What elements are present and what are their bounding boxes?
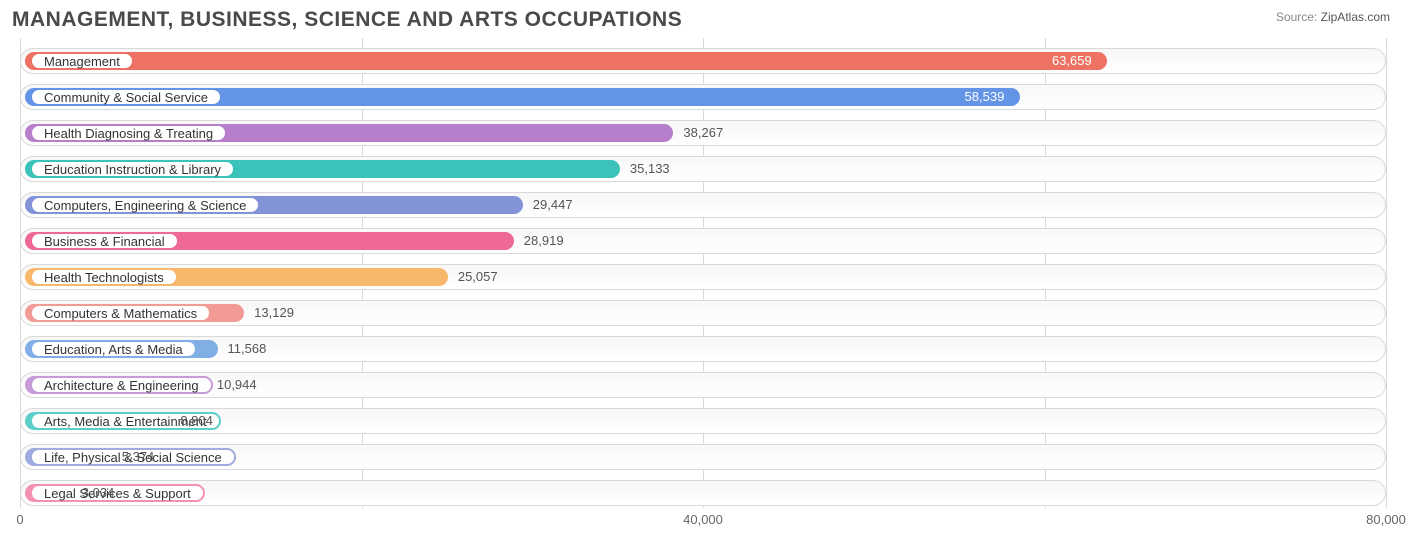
bar-row: Computers, Engineering & Science 29,447 (20, 190, 1386, 220)
value-label: 63,659 (1052, 53, 1092, 68)
bar-track (20, 336, 1386, 362)
value-label: 35,133 (630, 161, 670, 176)
category-pill: Architecture & Engineering (30, 376, 213, 394)
plot-region: Management 63,659 Community & Social Servi… (20, 38, 1386, 508)
bar-row: Education Instruction & Library 35,133 (20, 154, 1386, 184)
bar-row: Community & Social Service 58,539 (20, 82, 1386, 112)
category-pill: Health Diagnosing & Treating (30, 124, 227, 142)
category-pill: Legal Services & Support (30, 484, 205, 502)
category-pill: Management (30, 52, 134, 70)
value-label: 28,919 (524, 233, 564, 248)
x-tick-label: 80,000 (1366, 512, 1406, 527)
bar-track (20, 480, 1386, 506)
source-label: Source: (1276, 10, 1317, 24)
x-tick-label: 0 (16, 512, 23, 527)
value-label: 11,568 (228, 341, 267, 356)
source-site: ZipAtlas.com (1321, 10, 1390, 24)
x-tick-label: 40,000 (683, 512, 723, 527)
x-axis: 040,00080,000 (20, 512, 1386, 532)
value-label: 29,447 (533, 197, 573, 212)
category-pill: Education Instruction & Library (30, 160, 235, 178)
category-pill: Business & Financial (30, 232, 179, 250)
bar-row: Legal Services & Support3,034 (20, 478, 1386, 508)
source-attribution: Source: ZipAtlas.com (1276, 10, 1390, 24)
category-pill: Community & Social Service (30, 88, 222, 106)
category-pill: Health Technologists (30, 268, 178, 286)
bar-track (20, 408, 1386, 434)
value-label: 58,539 (965, 89, 1005, 104)
category-pill: Education, Arts & Media (30, 340, 197, 358)
value-label: 38,267 (683, 125, 723, 140)
value-label: 13,129 (254, 305, 294, 320)
chart-header: MANAGEMENT, BUSINESS, SCIENCE AND ARTS O… (10, 8, 1396, 38)
value-label: 25,057 (458, 269, 498, 284)
bar-row: Education, Arts & Media 11,568 (20, 334, 1386, 364)
bar-row: Management 63,659 (20, 46, 1386, 76)
chart-title: MANAGEMENT, BUSINESS, SCIENCE AND ARTS O… (12, 8, 682, 32)
value-label: 10,944 (217, 377, 257, 392)
value-label: 8,804 (180, 413, 213, 428)
chart-area: Management 63,659 Community & Social Servi… (10, 38, 1396, 538)
bar-row: Computers & Mathematics 13,129 (20, 298, 1386, 328)
bar-row: Health Diagnosing & Treating 38,267 (20, 118, 1386, 148)
bar-row: Health Technologists 25,057 (20, 262, 1386, 292)
chart-container: MANAGEMENT, BUSINESS, SCIENCE AND ARTS O… (0, 0, 1406, 558)
category-pill: Computers, Engineering & Science (30, 196, 260, 214)
category-pill: Computers & Mathematics (30, 304, 211, 322)
bar-row: Architecture & Engineering 10,944 (20, 370, 1386, 400)
gridline (1386, 38, 1387, 508)
value-label: 3,034 (82, 485, 115, 500)
bar-rows: Management 63,659 Community & Social Servi… (20, 46, 1386, 514)
value-label: 5,374 (122, 449, 155, 464)
bar-row: Business & Financial 28,919 (20, 226, 1386, 256)
bar-row: Life, Physical & Social Science5,374 (20, 442, 1386, 472)
bar-row: Arts, Media & Entertainment8,804 (20, 406, 1386, 436)
bar-fill (25, 52, 1107, 70)
